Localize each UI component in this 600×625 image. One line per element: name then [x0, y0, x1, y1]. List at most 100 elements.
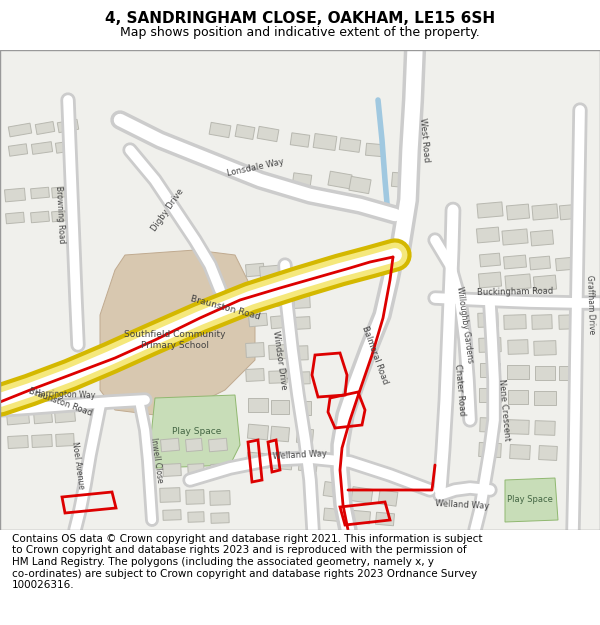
Polygon shape — [7, 411, 29, 425]
Text: Buckingham Road: Buckingham Road — [477, 287, 553, 297]
Polygon shape — [480, 363, 500, 377]
Polygon shape — [185, 438, 202, 452]
Polygon shape — [269, 371, 287, 383]
Polygon shape — [150, 395, 240, 468]
Polygon shape — [323, 508, 346, 522]
Polygon shape — [534, 391, 556, 405]
Polygon shape — [504, 314, 526, 329]
Polygon shape — [292, 346, 308, 360]
Polygon shape — [505, 478, 558, 522]
Polygon shape — [298, 456, 317, 472]
Text: Inwell Close: Inwell Close — [149, 437, 164, 483]
Polygon shape — [323, 481, 347, 499]
Polygon shape — [248, 398, 268, 412]
Polygon shape — [31, 211, 49, 222]
Polygon shape — [559, 204, 581, 220]
Polygon shape — [502, 229, 528, 245]
Text: Braunston Road: Braunston Road — [189, 294, 261, 322]
Polygon shape — [530, 230, 554, 246]
Polygon shape — [350, 510, 370, 524]
Text: Balmoral Road: Balmoral Road — [360, 324, 390, 386]
Polygon shape — [5, 188, 25, 202]
Polygon shape — [535, 421, 555, 436]
Polygon shape — [8, 144, 28, 156]
Text: Willoughby Gardens: Willoughby Gardens — [455, 286, 475, 364]
Polygon shape — [34, 410, 52, 424]
Polygon shape — [479, 442, 502, 458]
Polygon shape — [534, 341, 556, 356]
Polygon shape — [56, 434, 74, 446]
Polygon shape — [35, 121, 55, 134]
Polygon shape — [507, 419, 529, 434]
Polygon shape — [160, 488, 180, 502]
Polygon shape — [535, 366, 555, 380]
Text: Contains OS data © Crown copyright and database right 2021. This information is : Contains OS data © Crown copyright and d… — [12, 534, 482, 590]
Text: Noel Avenue: Noel Avenue — [70, 441, 86, 489]
Polygon shape — [100, 250, 255, 415]
Polygon shape — [245, 342, 265, 357]
Polygon shape — [508, 339, 528, 354]
Polygon shape — [271, 400, 289, 414]
Polygon shape — [339, 138, 361, 152]
Polygon shape — [559, 315, 577, 329]
Text: Digby Drive: Digby Drive — [150, 187, 186, 233]
Polygon shape — [478, 312, 498, 328]
Polygon shape — [532, 314, 552, 329]
Polygon shape — [480, 418, 500, 432]
Polygon shape — [271, 293, 289, 307]
Text: Play Space: Play Space — [507, 496, 553, 504]
Polygon shape — [530, 256, 550, 270]
Polygon shape — [477, 202, 503, 218]
Polygon shape — [296, 428, 314, 444]
Polygon shape — [52, 186, 74, 198]
Polygon shape — [209, 122, 231, 138]
Polygon shape — [271, 315, 289, 329]
Polygon shape — [479, 388, 501, 402]
Polygon shape — [57, 119, 79, 132]
Polygon shape — [211, 464, 229, 476]
Polygon shape — [32, 434, 52, 447]
Polygon shape — [476, 227, 500, 243]
Polygon shape — [247, 452, 269, 468]
Polygon shape — [210, 491, 230, 506]
Text: Chater Road: Chater Road — [453, 364, 467, 416]
Polygon shape — [509, 444, 530, 459]
Text: Map shows position and indicative extent of the property.: Map shows position and indicative extent… — [120, 26, 480, 39]
Polygon shape — [188, 464, 205, 476]
Polygon shape — [376, 512, 394, 526]
Polygon shape — [55, 409, 76, 423]
Polygon shape — [269, 344, 287, 359]
Polygon shape — [294, 372, 310, 384]
Polygon shape — [31, 188, 49, 199]
Polygon shape — [55, 141, 74, 153]
Text: West Road: West Road — [418, 118, 430, 162]
Polygon shape — [8, 123, 32, 137]
Polygon shape — [271, 454, 293, 470]
Polygon shape — [271, 426, 290, 442]
Polygon shape — [508, 390, 528, 404]
Polygon shape — [507, 365, 529, 379]
Polygon shape — [5, 213, 25, 224]
Polygon shape — [188, 512, 204, 522]
Polygon shape — [161, 438, 179, 452]
Polygon shape — [0, 50, 600, 530]
Polygon shape — [163, 464, 181, 476]
Polygon shape — [248, 313, 268, 327]
Polygon shape — [292, 173, 312, 188]
Text: Graffham Drive: Graffham Drive — [586, 275, 596, 335]
Polygon shape — [52, 210, 73, 222]
Polygon shape — [503, 255, 526, 269]
Text: Harrington Way: Harrington Way — [35, 389, 95, 401]
Polygon shape — [251, 291, 268, 304]
Polygon shape — [211, 512, 229, 523]
Text: Welland Way: Welland Way — [435, 499, 489, 511]
Text: Lonsdale Way: Lonsdale Way — [226, 158, 284, 178]
Text: Play Space: Play Space — [172, 428, 221, 436]
Polygon shape — [186, 490, 204, 504]
Polygon shape — [293, 296, 310, 308]
Polygon shape — [235, 124, 255, 139]
Polygon shape — [506, 204, 530, 220]
Polygon shape — [351, 487, 373, 503]
Polygon shape — [391, 173, 409, 188]
Polygon shape — [293, 317, 310, 329]
